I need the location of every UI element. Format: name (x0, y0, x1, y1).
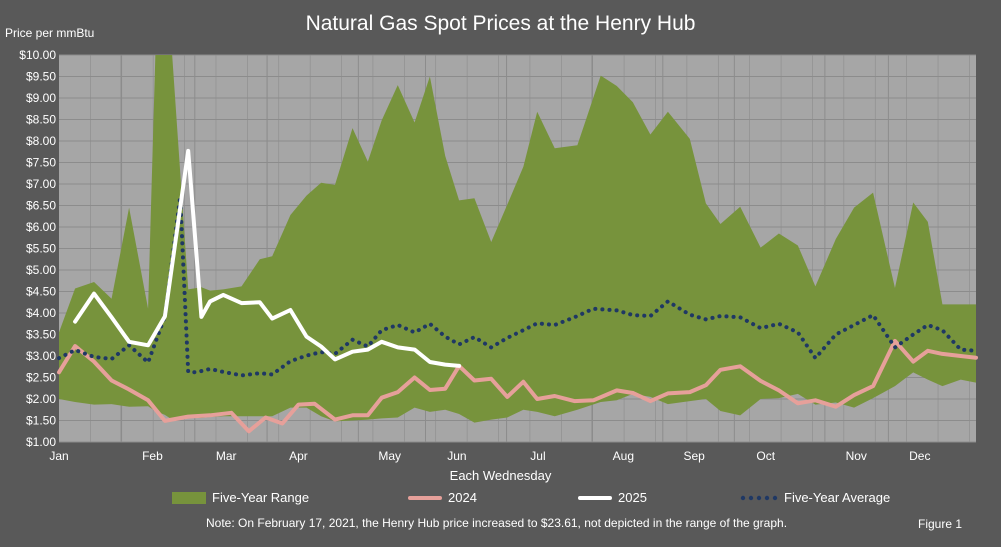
series-2025-line (73, 148, 462, 368)
y-tick-label: $2.50 (26, 371, 56, 385)
x-tick-label-feb: Feb (142, 449, 163, 463)
legend: Five-Year Range 2024 2025 Five-Year Aver… (0, 490, 1001, 510)
legend-swatch-range (172, 491, 206, 504)
series-five-year-range-area (59, 55, 976, 423)
x-tick-label-oct: Oct (756, 449, 775, 463)
y-tick-label: $6.00 (26, 220, 56, 234)
legend-swatch-2025 (578, 495, 612, 500)
y-tick-label: $5.00 (26, 263, 56, 277)
x-tick-label-may: May (378, 449, 401, 463)
y-tick-label: $1.00 (26, 435, 56, 449)
legend-label-2025: 2025 (618, 490, 647, 505)
legend-item-2024: 2024 (408, 490, 477, 505)
y-tick-label: $7.50 (26, 156, 56, 170)
x-tick-label-jul: Jul (530, 449, 545, 463)
y-tick-label: $9.00 (26, 91, 56, 105)
legend-item-average: Five-Year Average (740, 490, 890, 505)
y-axis-label: Price per mmBtu (5, 26, 95, 40)
y-tick-labels: $1.00 $1.50 $2.00 $2.50 $3.00 $3.50 $4.00 $4.50… (19, 48, 56, 449)
x-tick-label-jan: Jan (49, 449, 68, 463)
series-2024-line (57, 338, 978, 434)
x-tick-label-mar: Mar (216, 449, 237, 463)
x-tick-label-nov: Nov (846, 449, 867, 463)
y-tick-label: $2.00 (26, 392, 56, 406)
legend-label-2024: 2024 (448, 490, 477, 505)
y-tick-label: $6.50 (26, 199, 56, 213)
x-tick-label-jun: Jun (447, 449, 466, 463)
y-tick-label: $4.50 (26, 285, 56, 299)
x-axis-label-text: Each Wednesday (449, 468, 552, 483)
y-tick-label: $9.50 (26, 70, 56, 84)
x-tick-label-apr: Apr (289, 449, 308, 463)
y-tick-label: $5.50 (26, 242, 56, 256)
x-tick-label-aug: Aug (613, 449, 634, 463)
y-tick-label: $4.00 (26, 306, 56, 320)
y-tick-label: $8.50 (26, 113, 56, 127)
legend-label-range: Five-Year Range (212, 490, 310, 505)
y-tick-label: $8.00 (26, 134, 56, 148)
legend-item-2025: 2025 (578, 490, 647, 505)
legend-item-range: Five-Year Range (172, 490, 309, 505)
y-tick-label: $7.00 (26, 177, 56, 191)
figure-label: Figure 1 (918, 517, 963, 531)
legend-label-average: Five-Year Average (784, 490, 891, 505)
x-tick-label-dec: Dec (909, 449, 930, 463)
y-tick-label: $3.00 (26, 349, 56, 363)
legend-swatch-average (740, 495, 778, 500)
x-tick-label-sep: Sep (684, 449, 706, 463)
footnote: Note: On February 17, 2021, the Henry Hu… (206, 516, 788, 530)
legend-swatch-2024 (408, 495, 442, 500)
series-layer (57, 55, 978, 434)
chart-title: Natural Gas Spot Prices at the Henry Hub (305, 12, 696, 35)
x-axis-label: Each Wednesday (0, 468, 1001, 483)
y-tick-label: $1.50 (26, 414, 56, 428)
y-tick-label: $10.00 (19, 48, 56, 62)
y-tick-label: $3.50 (26, 328, 56, 342)
x-tick-labels: Jan Feb Mar Apr May Jun Jul Aug Sep Oct Nov Dec (49, 449, 930, 463)
